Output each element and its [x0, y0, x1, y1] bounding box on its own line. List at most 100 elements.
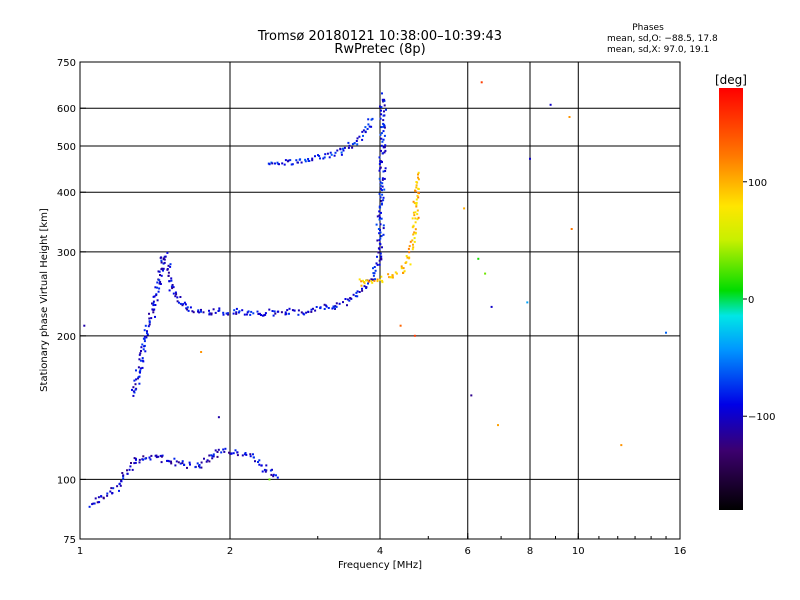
data-point	[217, 448, 220, 451]
data-point	[187, 309, 190, 312]
data-point	[247, 310, 250, 313]
data-point	[178, 301, 180, 304]
data-point	[335, 305, 338, 308]
data-point	[161, 454, 164, 457]
data-point	[144, 457, 147, 460]
data-point	[307, 158, 310, 160]
data-point	[170, 285, 173, 288]
data-point	[228, 451, 230, 454]
data-point	[376, 280, 379, 283]
data-point	[412, 200, 415, 203]
data-point	[300, 311, 303, 314]
data-point	[383, 134, 386, 137]
data-point	[274, 312, 277, 315]
data-point	[361, 287, 363, 290]
data-point	[409, 263, 412, 266]
data-point	[288, 307, 291, 310]
data-point	[229, 452, 232, 455]
y-tick-label: 400	[57, 188, 76, 199]
data-point	[88, 505, 91, 508]
data-point	[378, 242, 381, 245]
data-point	[272, 314, 275, 317]
data-point	[260, 464, 263, 467]
x-axis-label: Frequency [MHz]	[338, 560, 422, 571]
data-point	[382, 170, 385, 173]
data-point	[272, 475, 275, 478]
data-point	[323, 308, 326, 310]
data-point	[144, 350, 147, 353]
data-point	[378, 263, 381, 266]
data-point	[412, 233, 415, 236]
data-point	[230, 452, 233, 455]
data-point	[414, 211, 417, 214]
data-point	[258, 459, 261, 462]
data-point	[166, 251, 169, 254]
data-point	[379, 237, 382, 240]
data-point	[417, 171, 420, 174]
data-point	[137, 366, 140, 369]
data-point	[378, 232, 381, 235]
data-point	[198, 466, 201, 469]
data-point	[338, 302, 341, 305]
data-point	[138, 382, 141, 385]
data-point	[415, 184, 418, 187]
data-point	[146, 330, 148, 333]
data-point	[351, 143, 354, 146]
phase-stats-o: mean, sd,O: −88.5, 17.8	[607, 34, 718, 44]
data-point	[133, 462, 136, 465]
data-point	[194, 466, 197, 469]
data-point	[179, 296, 182, 298]
data-point	[402, 267, 405, 270]
data-point	[227, 313, 230, 316]
data-point	[256, 310, 259, 313]
data-point	[277, 310, 280, 313]
data-point	[399, 324, 402, 327]
x-tick-label: 1	[77, 546, 83, 557]
data-point	[116, 485, 119, 488]
data-point	[340, 151, 343, 154]
data-point	[381, 178, 384, 181]
data-point	[379, 223, 382, 226]
data-point	[157, 455, 160, 458]
data-point	[212, 455, 215, 458]
data-point	[570, 228, 573, 230]
data-point	[415, 203, 418, 206]
data-point	[155, 456, 158, 459]
data-point	[235, 307, 238, 310]
data-point	[412, 243, 414, 246]
data-point	[261, 314, 264, 317]
chart-subtitle: RwPretec (8p)	[334, 42, 425, 57]
data-point	[381, 140, 384, 143]
data-point	[407, 257, 410, 260]
data-point	[378, 278, 381, 281]
data-point	[378, 169, 381, 172]
data-point	[158, 282, 161, 285]
data-point	[382, 125, 385, 128]
data-point	[252, 312, 255, 315]
data-point	[382, 100, 385, 103]
colorbar-tick-label: 100	[748, 178, 767, 189]
data-point	[208, 313, 211, 316]
data-point	[181, 304, 184, 307]
data-point	[363, 285, 366, 288]
data-point	[362, 129, 365, 132]
data-point	[176, 300, 179, 303]
data-point	[381, 98, 384, 101]
data-point	[381, 246, 383, 249]
data-point	[159, 454, 162, 457]
data-point	[109, 490, 112, 493]
data-point	[348, 144, 351, 147]
data-point	[182, 303, 185, 306]
data-point	[141, 359, 144, 362]
data-point	[381, 185, 384, 188]
data-point	[181, 460, 184, 463]
data-point	[335, 302, 338, 305]
data-point	[198, 311, 201, 314]
data-point	[358, 135, 361, 138]
data-point	[380, 211, 382, 214]
data-point	[382, 196, 385, 199]
data-point	[341, 147, 344, 150]
data-point	[135, 378, 138, 381]
data-point	[370, 280, 373, 283]
data-point	[362, 281, 365, 283]
